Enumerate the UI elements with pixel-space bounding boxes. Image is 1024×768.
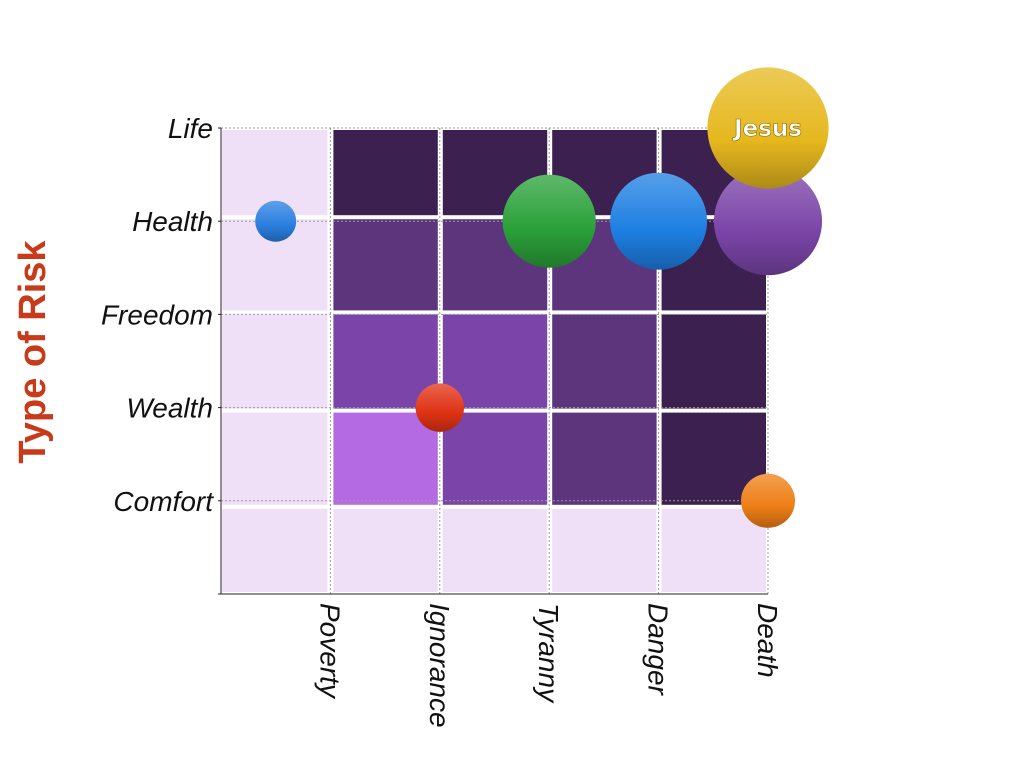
y-tick-label: Freedom xyxy=(101,299,213,330)
x-tick-label: Ignorance xyxy=(424,603,455,728)
bubbles: Jesus xyxy=(255,67,829,528)
x-tick-label: Danger xyxy=(643,603,674,697)
x-tick-labels: Poverty Ignorance Tyranny Danger Death xyxy=(314,603,783,728)
heatmap-cell xyxy=(552,314,657,409)
bubble xyxy=(610,172,708,270)
heatmap-cell xyxy=(442,412,548,505)
heatmap-cell xyxy=(552,412,657,505)
bubble xyxy=(415,383,465,432)
heatmap-cell xyxy=(661,314,766,409)
y-tick-labels: Comfort Wealth Freedom Health Life xyxy=(101,113,214,517)
heatmap-cell xyxy=(442,314,548,409)
bubble xyxy=(713,167,823,276)
bubble xyxy=(255,200,297,242)
x-tick-label: Poverty xyxy=(314,603,345,700)
y-tick-label: Health xyxy=(132,206,213,237)
heatmap-cell xyxy=(222,508,328,592)
heatmap-cell xyxy=(333,314,438,409)
bubble-label: Jesus xyxy=(732,116,802,142)
heatmap-cell xyxy=(222,314,328,409)
x-tick-label: Tyranny xyxy=(533,603,564,704)
bubble xyxy=(502,174,596,268)
heatmap-cell xyxy=(552,508,657,592)
axes xyxy=(218,127,768,595)
heatmap-cell xyxy=(333,508,438,592)
y-tick-label: Life xyxy=(168,113,213,144)
y-tick-label: Wealth xyxy=(126,393,213,424)
y-axis-title: Type of Risk xyxy=(12,240,54,464)
bubble xyxy=(740,473,796,528)
y-tick-label: Comfort xyxy=(113,486,214,517)
heatmap-cell xyxy=(661,508,766,592)
x-tick-label: Death xyxy=(752,603,783,678)
heatmap-cell xyxy=(333,412,438,505)
heatmap-cell xyxy=(333,219,438,311)
heatmap-cell xyxy=(333,130,438,216)
heatmap-cell xyxy=(222,412,328,505)
heatmap-cell xyxy=(442,508,548,592)
bubble-jesus xyxy=(707,67,829,189)
